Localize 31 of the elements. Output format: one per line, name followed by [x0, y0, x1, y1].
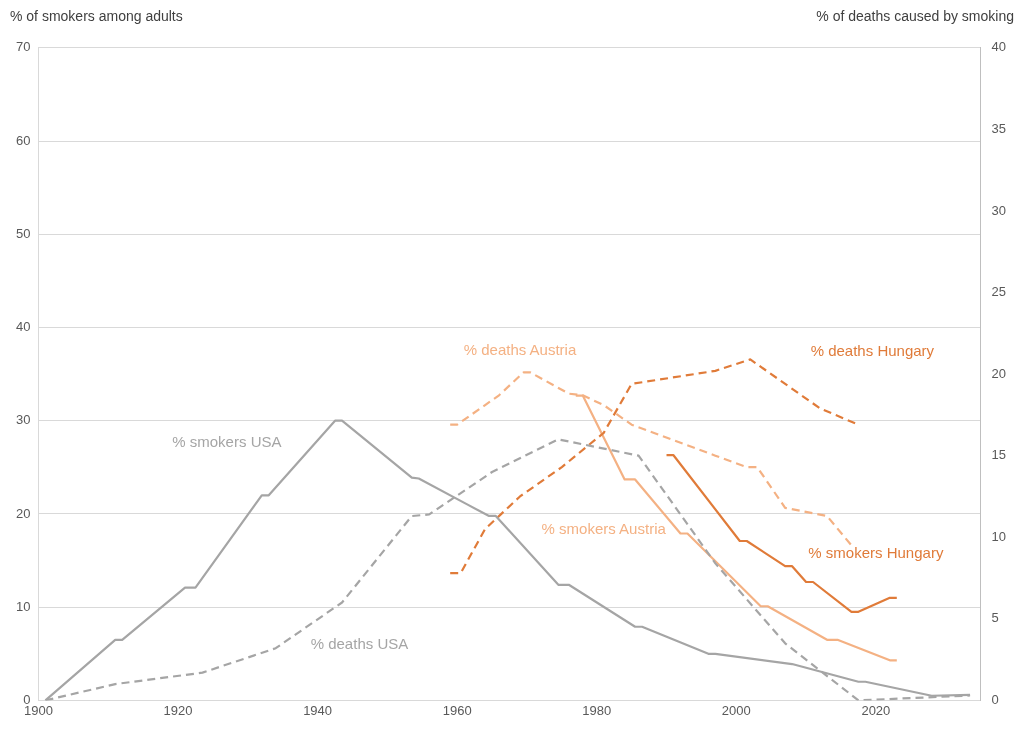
y2-tick-label: 25 [991, 284, 1007, 300]
y-tick-label: 50 [15, 225, 31, 241]
x-tick-label: 1940 [303, 702, 333, 718]
y2-tick-label: 30 [991, 202, 1007, 218]
x-tick-label: 1960 [442, 702, 472, 718]
x-tick-label: 2020 [861, 702, 891, 718]
y2-tick-label: 10 [991, 528, 1007, 544]
y2-tick-label: 15 [991, 447, 1007, 463]
y2-axis-title: % of deaths caused by smoking [816, 8, 1014, 24]
y2-tick-label: 40 [991, 39, 1007, 55]
x-tick-label: 1980 [582, 702, 612, 718]
y-tick-label: 40 [15, 319, 31, 335]
y2-tick-label: 5 [991, 610, 999, 626]
series-label: % smokers Hungary [808, 544, 944, 562]
y-tick-label: 30 [15, 412, 31, 428]
series-label: % smokers Austria [541, 519, 667, 537]
y-tick-label: 10 [15, 598, 31, 614]
y2-tick-label: 20 [991, 365, 1007, 381]
y2-tick-label: 35 [991, 120, 1007, 136]
y-tick-label: 20 [15, 505, 31, 521]
text: % deaths Hungary [810, 341, 935, 359]
series-label: % deaths Austria [463, 340, 577, 358]
y-tick-label: 70 [15, 39, 31, 55]
series-label: % smokers USA [172, 433, 282, 451]
x-tick-label: 1920 [163, 702, 193, 718]
y-tick-label: 60 [15, 132, 31, 148]
y2-tick-label: 0 [991, 691, 999, 707]
series-label: % deaths USA [310, 634, 409, 652]
y-tick-label: 0 [23, 691, 31, 707]
y-axis-title: % of smokers among adults [10, 8, 183, 24]
x-tick-label: 2000 [721, 702, 751, 718]
